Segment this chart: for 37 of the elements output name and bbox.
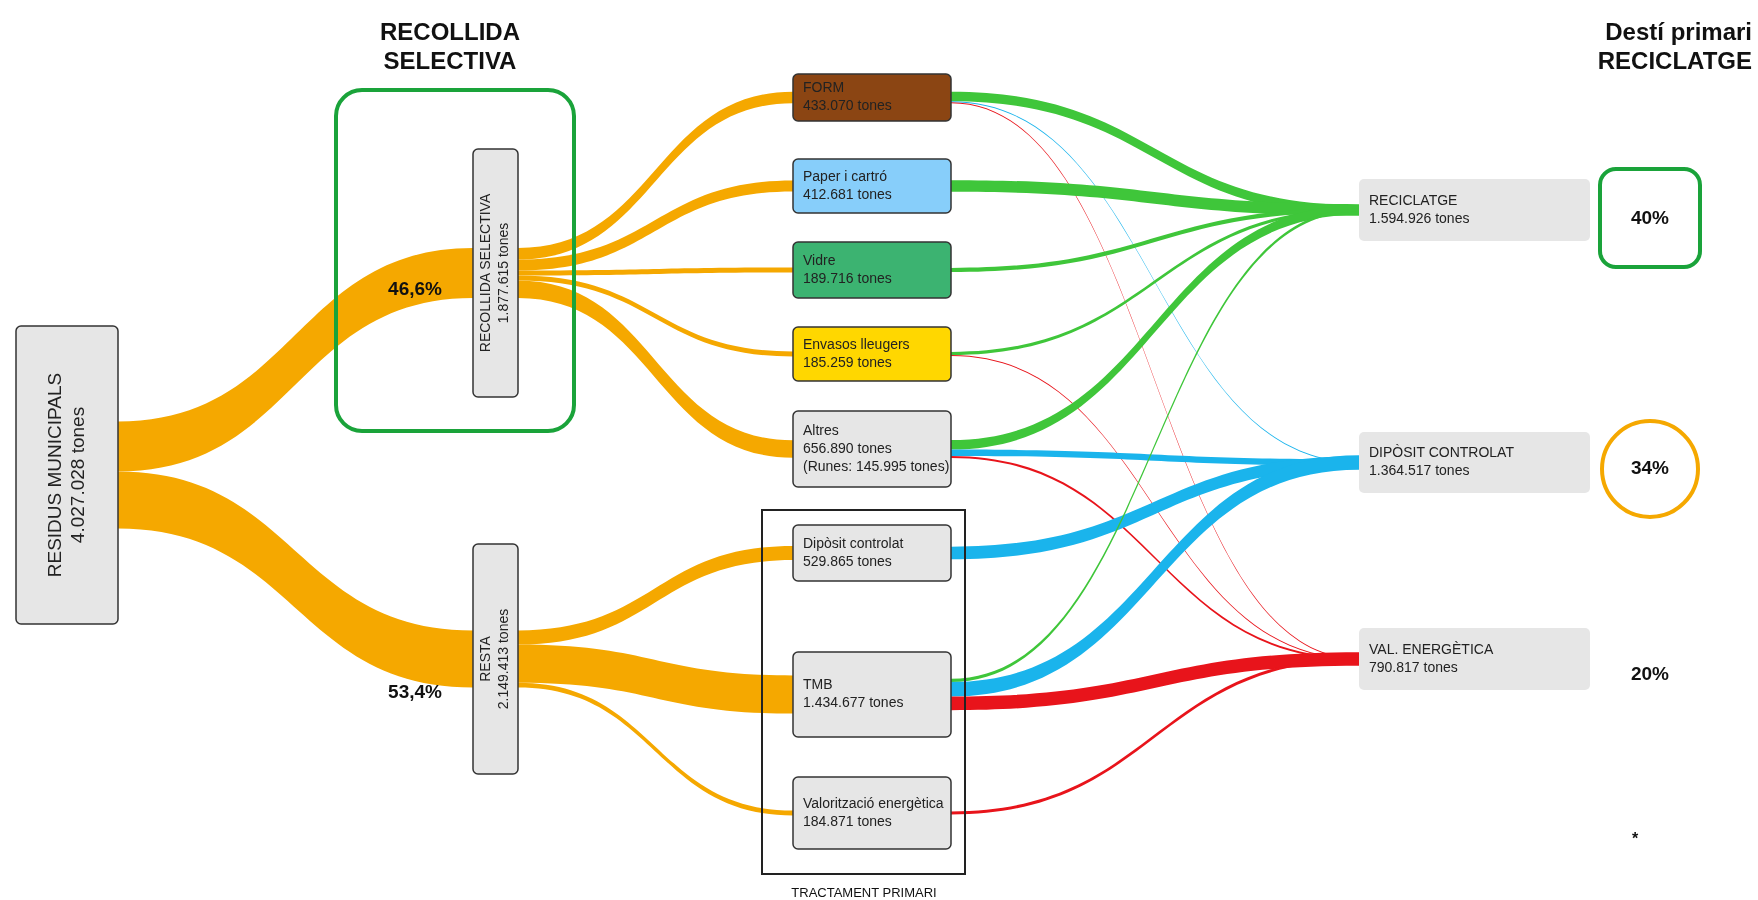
category-label: RESIDUS MUNICIPALS bbox=[43, 372, 65, 578]
text: 40% bbox=[1630, 207, 1670, 229]
category-label: Vidre bbox=[803, 251, 836, 268]
data-label: 184.871 tones bbox=[803, 812, 892, 829]
data-label: 1.594.926 tones bbox=[1369, 209, 1470, 226]
text: 34% bbox=[1630, 457, 1670, 479]
text: * bbox=[1631, 830, 1639, 848]
text: TRACTAMENT PRIMARI bbox=[791, 884, 937, 900]
data-label: 4.027.028 tones bbox=[66, 406, 88, 544]
data-label: 656.890 tones (Runes: 145.995 tones) bbox=[803, 439, 950, 474]
category-label: RESTA bbox=[477, 635, 494, 682]
category-label: Envasos lleugers bbox=[803, 335, 910, 352]
category-label: VAL. ENERGÈTICA bbox=[1369, 640, 1494, 657]
category-label: FORM bbox=[803, 79, 845, 96]
data-label: 790.817 tones bbox=[1369, 658, 1458, 675]
category-label: TMB bbox=[803, 676, 833, 693]
data-label: 185.259 tones bbox=[803, 353, 892, 370]
text: Destí primari RECICLATGE bbox=[1597, 18, 1752, 75]
data-label: 412.681 tones bbox=[803, 185, 892, 202]
category-label: RECICLATGE bbox=[1369, 191, 1458, 208]
category-label: RECOLLIDA SELECTIVA bbox=[477, 193, 494, 353]
data-label: 2.149.413 tones bbox=[495, 608, 512, 710]
data-label: 189.716 tones bbox=[803, 269, 892, 286]
data-label: 1.877.615 tones bbox=[495, 222, 512, 324]
text: 20% bbox=[1630, 663, 1670, 685]
category-label: Altres bbox=[803, 421, 839, 438]
category-label: Dipòsit controlat bbox=[803, 534, 904, 551]
text: 53,4% bbox=[388, 681, 443, 703]
data-label: 529.865 tones bbox=[803, 552, 892, 569]
category-label: Paper i cartró bbox=[803, 167, 888, 184]
category-label: DIPÒSIT CONTROLAT bbox=[1369, 444, 1515, 461]
data-label: 1.434.677 tones bbox=[803, 694, 904, 711]
category-label: Valorització energètica bbox=[803, 794, 944, 811]
data-label: 433.070 tones bbox=[803, 97, 892, 114]
text: 46,6% bbox=[388, 278, 443, 300]
text: RECOLLIDA SELECTIVA bbox=[380, 18, 520, 75]
data-label: 1.364.517 tones bbox=[1369, 462, 1470, 479]
